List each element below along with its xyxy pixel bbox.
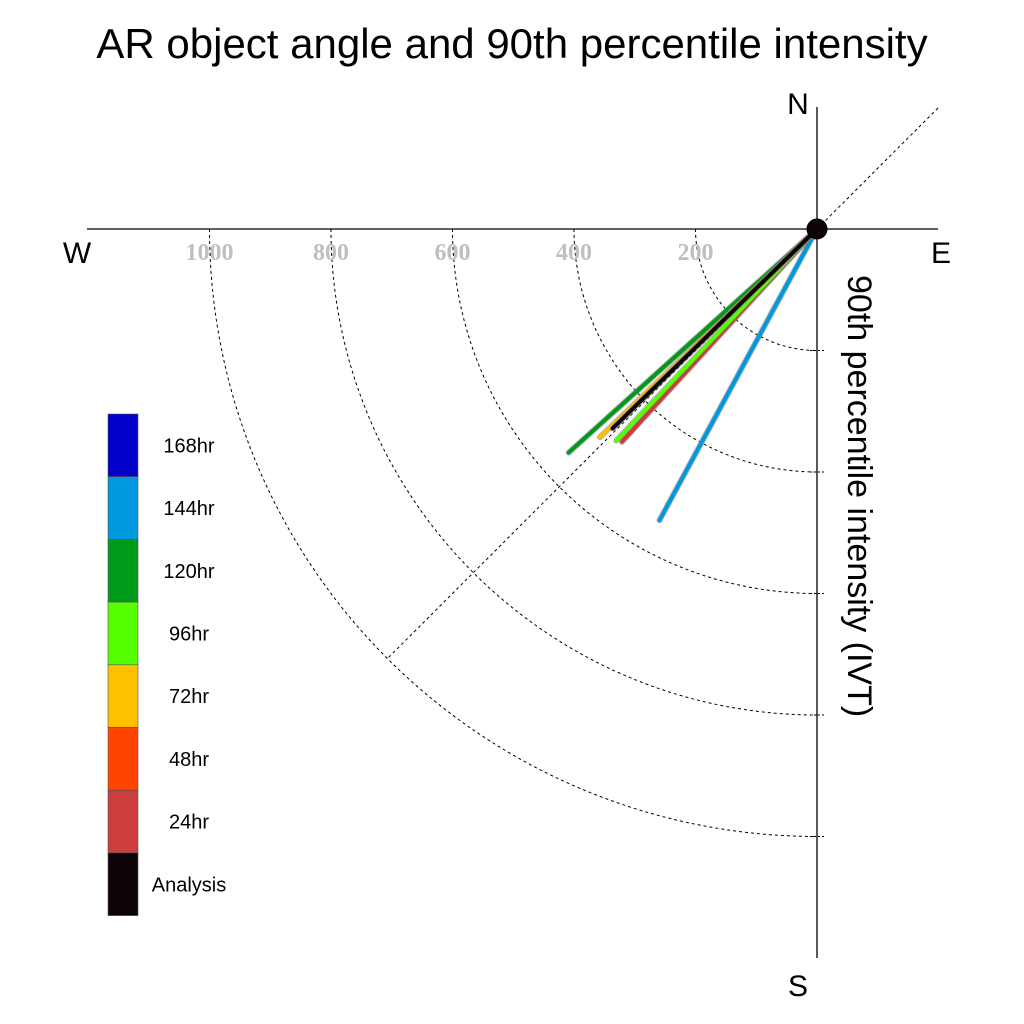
legend-swatch-24hr bbox=[107, 789, 139, 854]
legend-label-48hr: 48hr bbox=[169, 749, 209, 771]
tick-label-800: 800 bbox=[313, 240, 349, 266]
chart-title: AR object angle and 90th percentile inte… bbox=[96, 20, 927, 67]
legend-swatch-120hr bbox=[107, 539, 139, 603]
legend-label-24hr: 24hr bbox=[169, 812, 209, 834]
legend-label-168hr: 168hr bbox=[163, 435, 214, 457]
tick-label-400: 400 bbox=[556, 240, 592, 266]
legend-swatch-168hr bbox=[107, 413, 139, 478]
compass-west: W bbox=[63, 237, 92, 270]
tick-label-600: 600 bbox=[435, 240, 471, 266]
legend-swatch-144hr bbox=[107, 476, 139, 540]
legend-label-analysis: Analysis bbox=[152, 874, 226, 896]
legend-swatch-48hr bbox=[107, 727, 139, 791]
tick-label-1000: 1000 bbox=[186, 240, 234, 266]
vector-analysis bbox=[610, 227, 819, 431]
grid-arc-400 bbox=[573, 228, 818, 473]
origin-marker bbox=[806, 218, 828, 240]
legend-label-144hr: 144hr bbox=[163, 498, 214, 520]
radial-tick-labels: 200 400 600 800 1000 bbox=[186, 240, 714, 266]
grid-arc-200 bbox=[695, 228, 818, 351]
legend-label-96hr: 96hr bbox=[169, 623, 209, 645]
compass-north: N bbox=[787, 88, 809, 121]
vector-series bbox=[565, 226, 820, 524]
legend-swatch-72hr bbox=[107, 664, 139, 728]
grid-arc-1000 bbox=[209, 228, 818, 837]
grid-layer bbox=[209, 107, 939, 837]
legend-label-120hr: 120hr bbox=[163, 561, 214, 583]
legend-label-72hr: 72hr bbox=[169, 686, 209, 708]
grid-arc-800 bbox=[330, 228, 818, 716]
legend-swatch-96hr bbox=[107, 601, 139, 666]
vector-144hr bbox=[657, 227, 819, 523]
compass-south: S bbox=[788, 970, 808, 1003]
tick-label-200: 200 bbox=[678, 240, 714, 266]
grid-arc-600 bbox=[452, 228, 818, 594]
legend-swatch-analysis bbox=[107, 852, 139, 916]
compass-east: E bbox=[931, 237, 951, 270]
radial-axis-label: 90th percentile intensity (IVT) bbox=[840, 275, 878, 717]
grid-diagonal bbox=[386, 107, 939, 660]
legend: 168hr 144hr 120hr 96hr 72hr 48hr 24hr Analysis bbox=[107, 413, 226, 916]
